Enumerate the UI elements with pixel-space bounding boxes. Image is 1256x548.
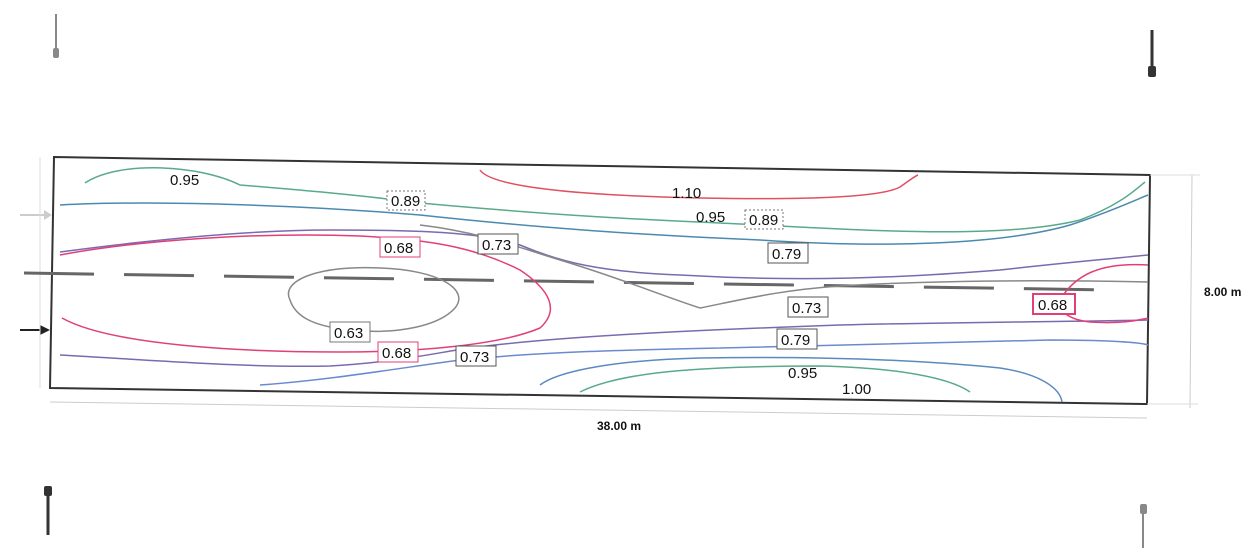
svg-text:0.79: 0.79: [781, 332, 810, 349]
svg-text:0.95: 0.95: [696, 209, 725, 226]
svg-text:0.79: 0.79: [772, 246, 801, 263]
contour-label-089-right: 0.89: [744, 209, 784, 230]
svg-text:0.95: 0.95: [788, 365, 817, 382]
svg-text:38.00 m: 38.00 m: [597, 419, 641, 433]
contour-label-100: 1.00: [842, 381, 871, 398]
luminaire-icon: [53, 14, 59, 58]
centre-line: [23, 271, 1111, 292]
width-dimension: 8.00 m: [1147, 174, 1241, 409]
svg-text:0.73: 0.73: [482, 237, 511, 254]
svg-text:0.89: 0.89: [749, 212, 778, 229]
svg-text:0.68: 0.68: [1038, 297, 1067, 314]
luminaire-icon: [44, 486, 52, 535]
contour-label-095-top: 0.95: [170, 172, 199, 189]
contour-label-068-right: 0.68: [1032, 293, 1076, 315]
svg-text:0.68: 0.68: [384, 240, 413, 257]
contour-label-068-lower: 0.68: [377, 341, 419, 363]
contour-label-073-lower: 0.73: [455, 345, 497, 367]
luminaire-icon: [1148, 30, 1156, 77]
contour-label-068-left: 0.68: [379, 236, 421, 258]
svg-text:0.68: 0.68: [382, 345, 411, 362]
contour-label-079-upper: 0.79: [767, 242, 809, 264]
contour-lines: [59, 167, 1149, 403]
contour-label-110: 1.10: [672, 185, 701, 202]
svg-text:0.63: 0.63: [334, 325, 363, 342]
luminaire-icon: [1140, 504, 1147, 548]
arrow-icon: [20, 325, 50, 335]
svg-text:1.10: 1.10: [672, 185, 701, 202]
contour-label-073-upper: 0.73: [477, 233, 519, 255]
contour-label-089-left: 0.89: [386, 190, 426, 211]
svg-text:0.73: 0.73: [792, 300, 821, 317]
contour-label-095-bottom: 0.95: [788, 365, 817, 382]
svg-text:0.73: 0.73: [460, 349, 489, 366]
svg-text:1.00: 1.00: [842, 381, 871, 398]
svg-text:0.95: 0.95: [170, 172, 199, 189]
arrow-icon: [20, 210, 52, 220]
contour-label-073-right: 0.73: [787, 296, 829, 318]
length-dimension: 38.00 m: [49, 401, 1148, 433]
contour-label-063: 0.63: [329, 321, 371, 343]
svg-text:0.89: 0.89: [391, 193, 420, 210]
contour-label-079-lower: 0.79: [776, 328, 818, 350]
contour-label-095-mid: 0.95: [696, 209, 725, 226]
svg-text:8.00 m: 8.00 m: [1204, 285, 1241, 299]
